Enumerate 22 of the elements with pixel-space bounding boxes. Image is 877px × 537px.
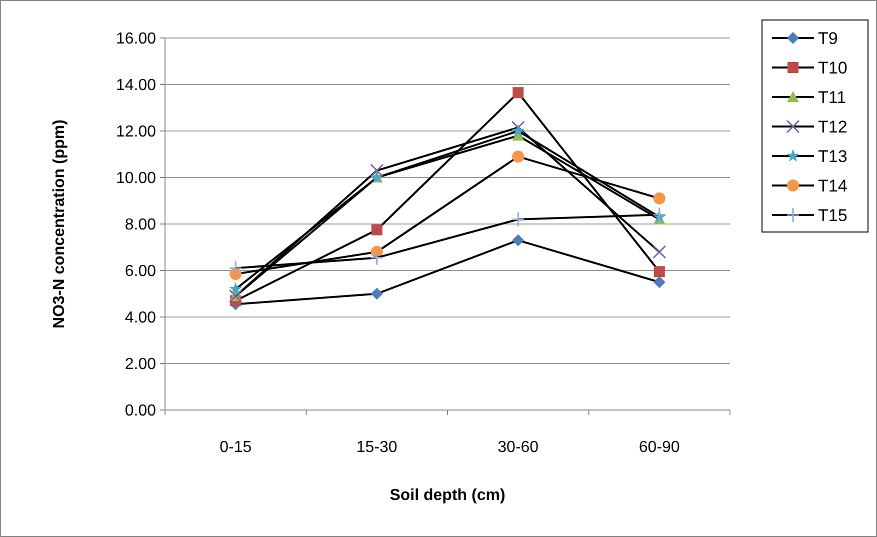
x-tick-label: 60-90 [638,439,680,456]
legend-label: T15 [818,206,848,225]
x-tick-label: 15-30 [356,439,398,456]
y-tick-label: 0.00 [124,402,156,420]
y-tick-label: 14.00 [116,77,156,94]
y-tick-label: 10.00 [116,170,156,188]
legend-label: T11 [818,88,846,107]
y-tick-label: 8.00 [124,216,156,234]
y-tick-label: 16.00 [116,30,156,48]
y-axis-title: NO3-N concentration (ppm) [51,120,68,328]
y-tick-label: 12.00 [116,124,156,141]
legend-label: T9 [818,28,838,48]
legend-label: T12 [818,117,848,136]
legend-label: T10 [818,58,848,78]
y-tick-label: 6.00 [124,263,156,280]
x-axis-title: Soil depth (cm) [390,487,506,504]
x-tick-label: 30-60 [498,439,539,456]
x-tick-label: 0-15 [220,439,252,456]
y-tick-label: 2.00 [124,356,156,374]
y-tick-label: 4.00 [124,310,156,327]
legend-label: T13 [818,146,848,166]
legend-label: T14 [818,176,848,196]
